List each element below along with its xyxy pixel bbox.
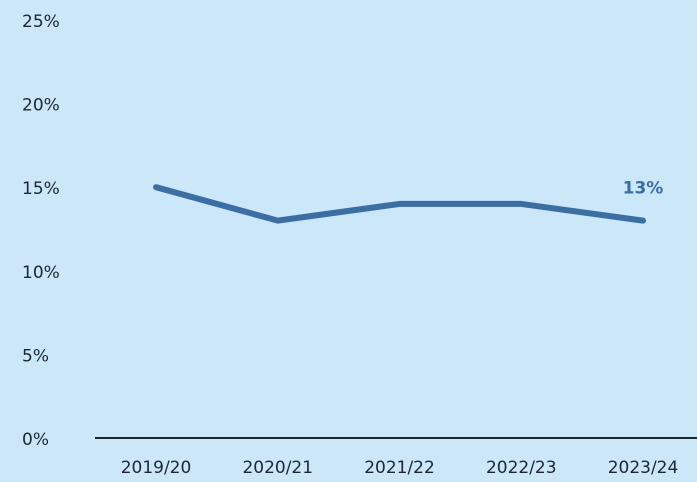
y-tick-label: 25% xyxy=(22,12,60,32)
x-tick-label: 2022/23 xyxy=(486,458,557,478)
x-tick-label: 2019/20 xyxy=(121,458,192,478)
y-tick-label: 10% xyxy=(22,263,60,283)
y-tick-label: 5% xyxy=(22,346,49,366)
x-tick-label: 2023/24 xyxy=(608,458,679,478)
line xyxy=(153,184,646,224)
x-tick-label: 2021/22 xyxy=(364,458,435,478)
data-label: 13% xyxy=(623,179,664,199)
x-tick-label: 2020/21 xyxy=(242,458,313,478)
y-tick-label: 20% xyxy=(22,96,60,116)
y-tick-label: 15% xyxy=(22,179,60,199)
y-tick-label: 0% xyxy=(22,430,49,450)
